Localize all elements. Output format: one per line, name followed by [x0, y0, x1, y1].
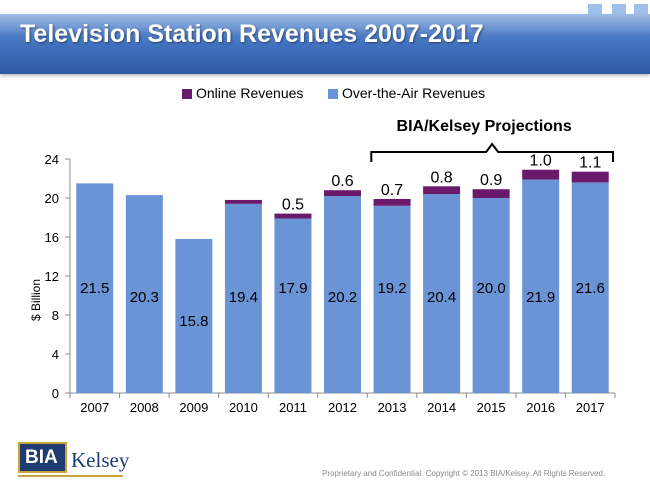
data-label-over-the-air: 21.5 — [80, 280, 109, 297]
x-tick-label: 2017 — [576, 400, 605, 415]
data-label-online: 1.0 — [530, 153, 552, 170]
y-tick-label: 16 — [45, 230, 59, 245]
logo-box: BIA — [18, 442, 67, 473]
data-label-over-the-air: 20.4 — [427, 289, 456, 306]
x-tick-label: 2013 — [378, 400, 407, 415]
slide-title: Television Station Revenues 2007-2017 — [20, 20, 484, 48]
legend-swatch-over-the-air — [328, 89, 338, 99]
data-label-over-the-air: 20.2 — [328, 289, 357, 306]
title-bar-accent — [634, 4, 648, 14]
bar-over-the-air — [76, 183, 114, 393]
legend-label-online: Online Revenues — [196, 85, 303, 101]
data-label-over-the-air: 15.8 — [179, 313, 208, 330]
bar-over-the-air — [472, 198, 510, 393]
bar-online — [324, 190, 361, 197]
data-label-over-the-air: 17.9 — [278, 280, 307, 297]
data-label-online: 0.5 — [282, 197, 304, 214]
data-label-over-the-air: 21.6 — [576, 280, 605, 297]
x-tick-label: 2014 — [427, 400, 456, 415]
copyright-footer: Proprietary and Confidential. Copyright … — [322, 469, 606, 478]
x-tick-label: 2007 — [80, 400, 109, 415]
y-tick-label: 0 — [52, 386, 59, 401]
title-bar-accent — [588, 4, 602, 14]
y-tick-label: 4 — [52, 347, 59, 362]
data-label-over-the-air: 20.3 — [130, 289, 159, 306]
bar-over-the-air — [571, 182, 609, 393]
bar-online — [274, 213, 312, 219]
x-tick-label: 2012 — [328, 400, 357, 415]
title-bar-accent — [612, 4, 626, 14]
legend-swatch-online — [182, 89, 192, 99]
x-tick-label: 2009 — [179, 400, 208, 415]
projection-bracket — [370, 142, 614, 162]
bar-over-the-air — [522, 179, 560, 393]
bar-online — [373, 198, 411, 206]
title-bar — [0, 14, 650, 74]
x-tick-label: 2010 — [229, 400, 258, 415]
bar-over-the-air — [125, 195, 163, 393]
bar-over-the-air — [423, 194, 461, 393]
data-label-online: 0.6 — [331, 173, 353, 190]
data-label-online: 1.1 — [579, 155, 601, 172]
data-label-over-the-air: 19.4 — [229, 289, 258, 306]
y-tick-label: 8 — [52, 308, 59, 323]
legend-label-over-the-air: Over-the-Air Revenues — [342, 85, 485, 101]
data-label-online: 0.7 — [381, 182, 403, 199]
y-tick-label: 12 — [45, 269, 59, 284]
bar-online — [571, 171, 609, 183]
y-tick-label: 24 — [45, 152, 59, 167]
bar-over-the-air — [175, 238, 213, 393]
data-label-online: 0.8 — [430, 169, 452, 186]
data-label-over-the-air: 19.2 — [377, 280, 406, 297]
bar-over-the-air — [224, 203, 262, 393]
logo-word: Kelsey — [71, 448, 130, 472]
bia-kelsey-logo: BIA Kelsey — [18, 437, 133, 477]
bar-online — [522, 169, 560, 180]
bar-online — [224, 199, 262, 204]
bar-online — [423, 186, 461, 195]
x-tick-label: 2016 — [526, 400, 555, 415]
bar-over-the-air — [274, 218, 312, 393]
y-axis-title: $ Billion — [29, 279, 43, 321]
data-label-over-the-air: 21.9 — [526, 289, 555, 306]
data-label-over-the-air: 20.0 — [477, 280, 506, 297]
y-tick-label: 20 — [45, 191, 59, 206]
bar-over-the-air — [373, 205, 411, 393]
x-tick-label: 2008 — [130, 400, 159, 415]
x-tick-label: 2011 — [279, 400, 307, 415]
logo-underline — [18, 475, 123, 477]
data-label-online: 0.9 — [480, 172, 502, 189]
bar-online — [472, 189, 510, 198]
bar-over-the-air — [324, 196, 361, 393]
projection-label: BIA/Kelsey Projections — [397, 118, 572, 135]
x-tick-label: 2015 — [477, 400, 506, 415]
